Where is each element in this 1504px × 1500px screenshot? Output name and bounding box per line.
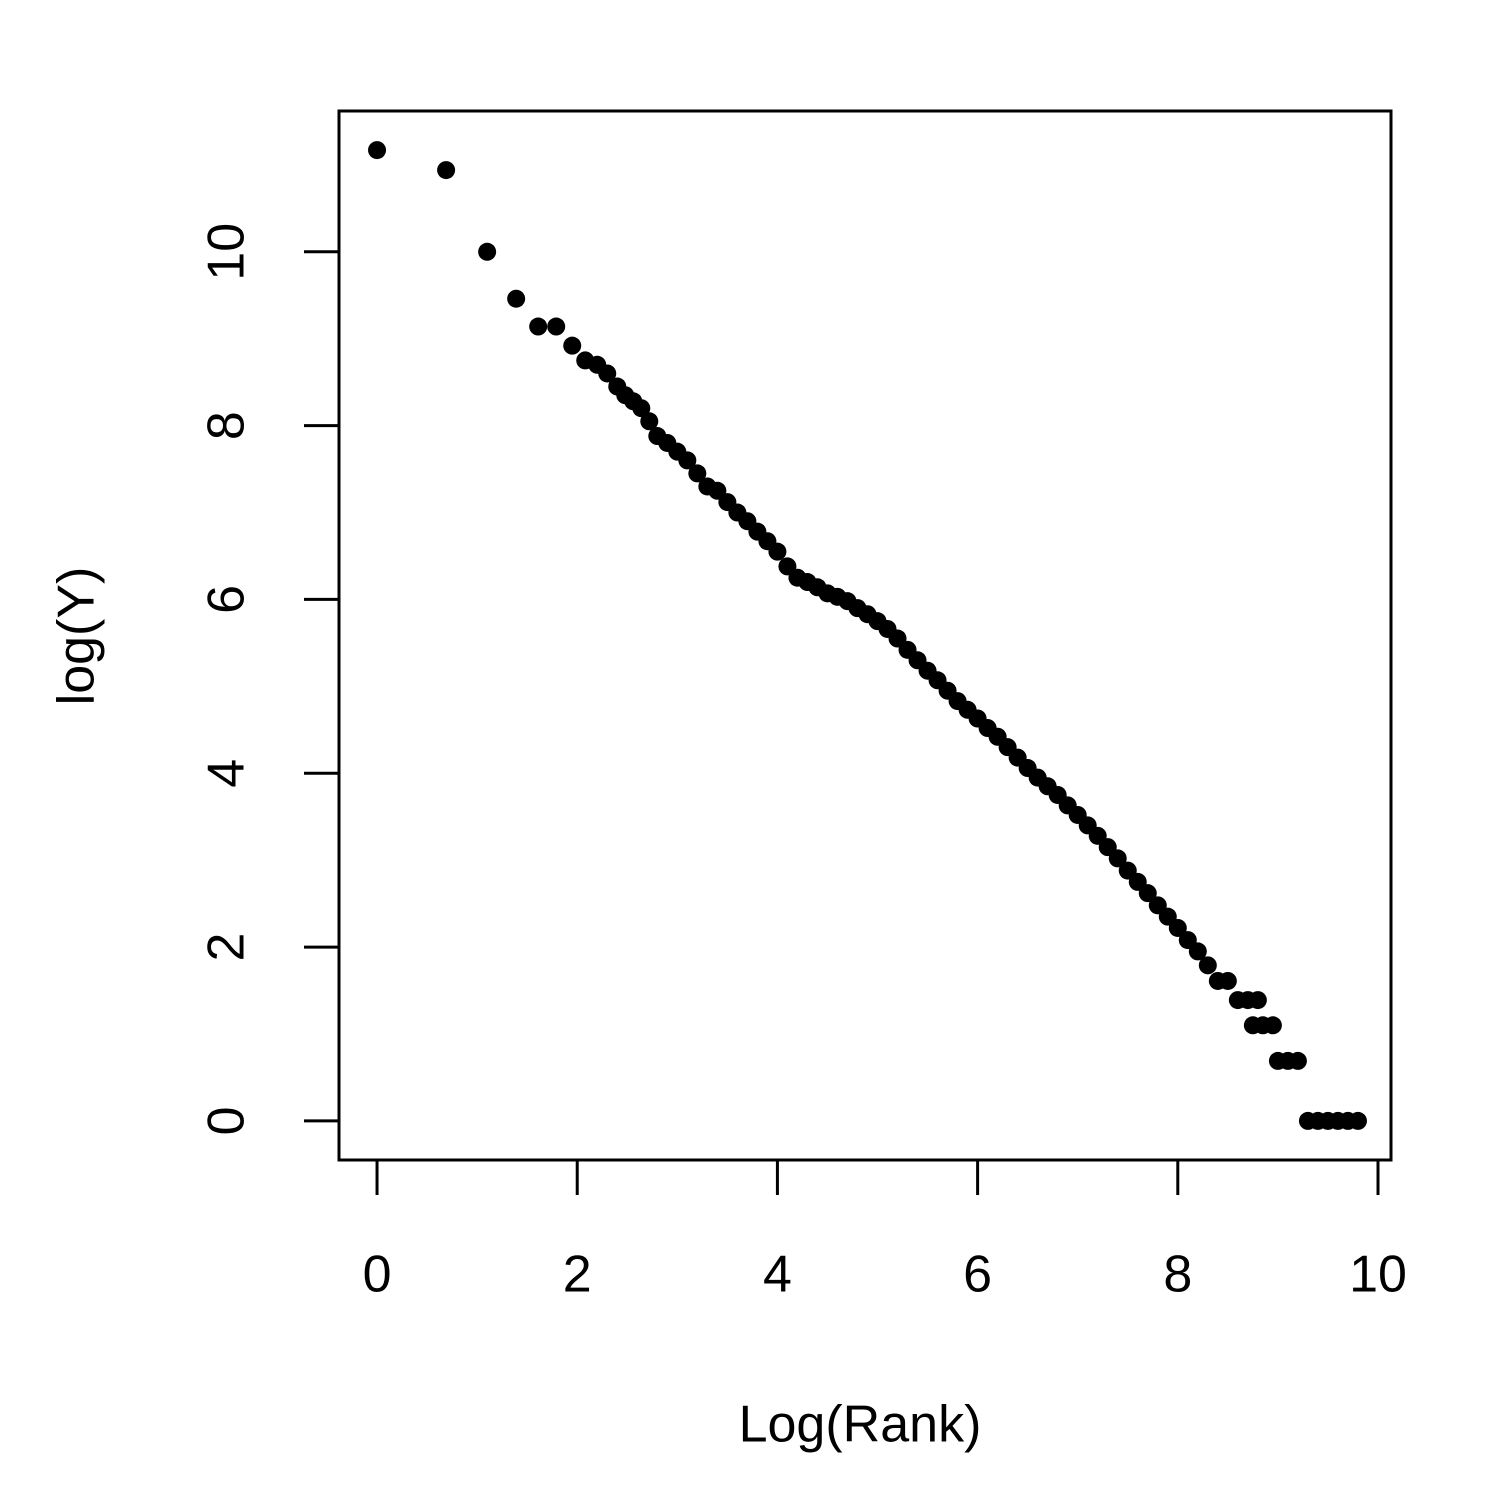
point [1263,1016,1282,1035]
x-axis-label: Log(Rank) [739,1396,982,1454]
point [563,336,582,355]
y-axis-label: log(Y) [48,567,106,706]
y-tick-label: 8 [198,411,256,440]
y-tick-label: 2 [198,933,256,962]
point [529,317,548,336]
x-tick-label: 0 [363,1246,392,1304]
point [688,464,707,483]
point [1198,956,1217,975]
point [678,451,697,470]
point [437,161,456,180]
point [1248,991,1267,1010]
x-tick-label: 6 [963,1246,992,1304]
y-tick-label: 6 [198,585,256,614]
point [547,317,566,336]
x-tick-label: 8 [1163,1246,1192,1304]
y-tick-label: 10 [198,223,256,281]
y-tick-label: 4 [198,759,256,788]
point [1138,884,1157,903]
point [1218,971,1237,990]
x-tick-label: 4 [763,1246,792,1304]
point [632,399,651,418]
point [1188,942,1207,961]
point [768,542,787,561]
point [1168,918,1187,937]
point [368,141,387,160]
x-tick-label: 2 [563,1246,592,1304]
point [507,289,526,308]
point [598,364,617,383]
point [1108,849,1127,868]
point [640,412,659,431]
x-tick-label: 10 [1349,1246,1407,1304]
point [478,242,497,261]
point [1288,1051,1307,1070]
y-tick-label: 0 [198,1106,256,1135]
point [1348,1111,1367,1130]
